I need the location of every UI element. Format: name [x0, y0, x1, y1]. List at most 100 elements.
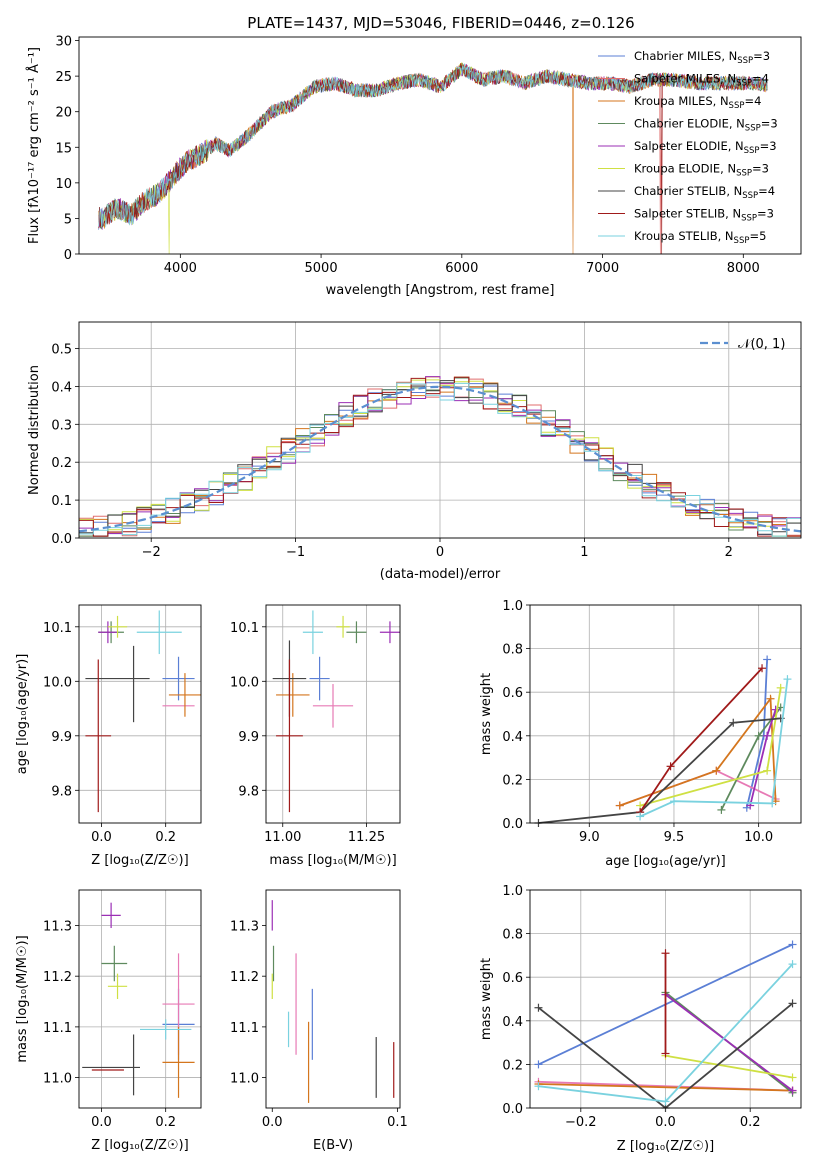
- y-tick-label: 11.3: [230, 919, 259, 934]
- age-vs-mass-frame: [265, 604, 401, 824]
- x-axis-label: Z [log₁₀(Z/Z☉)]: [91, 1138, 188, 1153]
- error-bar-point: [312, 684, 354, 728]
- x-tick-label: 10.0: [744, 830, 773, 845]
- weight-vs-Z-frame: [529, 889, 802, 1109]
- weight-marker: [758, 664, 767, 673]
- error-bar-point: [336, 615, 350, 638]
- x-axis-label: E(B-V): [313, 1138, 353, 1153]
- y-tick-label: 5: [64, 212, 72, 227]
- y-tick-label: 10.1: [43, 621, 72, 636]
- weight-line-8: [639, 667, 763, 813]
- y-tick-label: 11.1: [43, 1021, 72, 1036]
- x-tick-label: 0.2: [740, 1115, 761, 1130]
- spectrum-panel: 4000 5000 6000 7000 8000 0 5 10 15 20 25 30 waveleng…: [26, 35, 802, 298]
- y-tick-label: 0.3: [51, 418, 72, 433]
- y-tick-label: 11.0: [230, 1072, 259, 1087]
- x-tick-label: 7000: [586, 261, 619, 276]
- weight-marker: [783, 675, 792, 684]
- weight-line-5: [749, 709, 777, 806]
- y-tick-label: 0.0: [51, 532, 72, 547]
- x-axis-label: mass [log₁₀(M/M☉)]: [269, 853, 396, 868]
- legend-entry: Chabrier MILES, NSSP=3: [634, 49, 770, 66]
- weight-marker: [754, 731, 763, 740]
- x-tick-label: 1: [580, 545, 588, 560]
- error-bar-point: [346, 621, 367, 644]
- error-bar-point: [85, 659, 112, 813]
- y-tick-label: 0.1: [51, 494, 72, 509]
- x-tick-label: 0.0: [91, 830, 112, 845]
- residuals-frame: [78, 321, 802, 539]
- weight-marker: [534, 1060, 543, 1069]
- weight-marker: [729, 718, 738, 727]
- y-tick-label: 0.4: [51, 380, 72, 395]
- y-axis-label: mass weight: [479, 673, 494, 755]
- y-axis-label: Flux [fλ10⁻¹⁷ erg cm⁻² s⁻¹ Å⁻¹]: [26, 47, 42, 244]
- weight-marker: [788, 940, 797, 949]
- y-tick-label: 1.0: [502, 884, 523, 899]
- error-bar-point: [276, 659, 303, 813]
- x-tick-label: 5000: [305, 261, 338, 276]
- weight-vs-age-panel: 9.0 9.5 10.0 0.0 0.2 0.4 0.6 0.8 1.0 age [log₁₀(a…: [479, 599, 802, 869]
- x-tick-label: 0.0: [91, 1115, 112, 1130]
- x-tick-label: 0.2: [155, 830, 176, 845]
- error-bar-point: [140, 1019, 192, 1040]
- legend-entry: Kroupa STELIB, NSSP=5: [634, 229, 766, 246]
- y-tick-label: 1.0: [502, 599, 523, 614]
- error-bar-point: [276, 673, 310, 717]
- legend-entry: Kroupa MILES, NSSP=4: [634, 94, 761, 111]
- weight-marker: [661, 1097, 670, 1106]
- x-tick-label: 11.00: [264, 830, 301, 845]
- y-tick-label: 0.4: [502, 1015, 523, 1030]
- y-tick-label: 9.9: [238, 730, 259, 745]
- y-tick-label: 10.1: [230, 621, 259, 636]
- y-tick-label: 9.9: [51, 730, 72, 745]
- histogram-step-5: [79, 376, 801, 537]
- weight-marker: [636, 812, 645, 821]
- mass-vs-Z-frame: [78, 889, 202, 1109]
- y-tick-label: 10: [55, 177, 72, 192]
- y-axis-label: Normed distribution: [27, 365, 42, 495]
- x-tick-label: 4000: [164, 261, 197, 276]
- legend-entry: Chabrier STELIB, NSSP=4: [634, 184, 775, 201]
- y-tick-label: 0.4: [502, 730, 523, 745]
- error-bar-point: [107, 615, 128, 638]
- weight-marker: [788, 960, 797, 969]
- error-bar-point: [168, 673, 201, 717]
- y-tick-label: 0.6: [502, 971, 523, 986]
- weight-vs-Z-panel: −0.2 0.0 0.2 0.0 0.2 0.4 0.6 0.8 1.0 Z [log₁₀(Z/Z…: [479, 884, 802, 1154]
- weight-marker: [717, 805, 726, 814]
- weight-marker: [768, 799, 777, 808]
- weight-marker: [766, 694, 775, 703]
- error-bar-point: [136, 610, 182, 655]
- x-tick-label: 6000: [445, 261, 478, 276]
- error-bar-point: [98, 621, 118, 644]
- y-axis-label: mass [log₁₀(M/M☉)]: [15, 935, 30, 1062]
- error-bar-point: [162, 656, 195, 701]
- y-tick-label: 0.2: [502, 773, 523, 788]
- x-tick-label: 9.0: [579, 830, 600, 845]
- y-tick-label: 0.8: [502, 928, 523, 943]
- error-bar-point: [309, 656, 330, 701]
- x-axis-label: (data-model)/error: [380, 567, 501, 582]
- spectrum-line-9: [98, 63, 768, 228]
- weight-marker: [615, 801, 624, 810]
- y-tick-label: 11.0: [43, 1072, 72, 1087]
- x-tick-label: 8000: [727, 261, 760, 276]
- weight-vs-age-frame: [529, 604, 802, 824]
- weight-marker: [666, 762, 675, 771]
- weight-marker: [763, 655, 772, 664]
- weight-line-6: [639, 687, 782, 807]
- mass-vs-ebv-panel: 0.0 0.1 11.0 11.1 11.2 11.3 E(B-V): [230, 889, 408, 1153]
- legend-entry: Salpeter MILES, NSSP=4: [634, 72, 769, 89]
- y-tick-label: 0: [64, 248, 72, 263]
- x-tick-label: 2: [725, 545, 733, 560]
- age-vs-Z-frame: [78, 604, 202, 824]
- x-axis-label: age [log₁₀(age/yr)]: [605, 854, 726, 869]
- y-tick-label: 11.2: [43, 970, 72, 985]
- weight-marker: [669, 797, 678, 806]
- weight-marker: [661, 949, 670, 958]
- y-tick-label: 9.8: [238, 784, 259, 799]
- weight-line-5: [664, 993, 794, 1092]
- histogram-step-9: [79, 382, 801, 537]
